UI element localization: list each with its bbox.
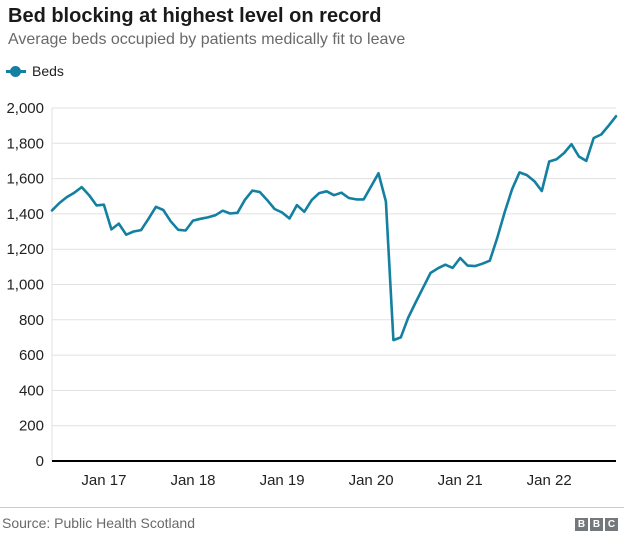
y-tick-label: 0: [36, 453, 44, 470]
line-series-marker-icon: [6, 63, 26, 79]
page-subtitle: Average beds occupied by patients medica…: [8, 31, 406, 48]
x-tick-label: Jan 19: [260, 472, 305, 489]
y-tick-label: 1,000: [6, 277, 44, 294]
y-tick-label: 600: [19, 347, 44, 364]
y-tick-label: 1,200: [6, 241, 44, 258]
footer-divider: [0, 507, 624, 508]
source-text: Source: Public Health Scotland: [2, 515, 195, 531]
y-tick-label: 200: [19, 418, 44, 435]
legend: Beds: [6, 63, 64, 79]
bbc-logo-letter: B: [575, 518, 588, 531]
y-tick-label: 1,800: [6, 135, 44, 152]
legend-label: Beds: [32, 63, 64, 79]
line-chart: 0 200 400 600 800 1,000 1,200 1,400 1,600 1,800 2,…: [6, 100, 618, 489]
y-tick-label: 400: [19, 382, 44, 399]
x-tick-label: Jan 22: [527, 472, 572, 489]
y-tick-label: 1,600: [6, 171, 44, 188]
x-tick-label: Jan 21: [438, 472, 483, 489]
bbc-logo-letter: C: [605, 518, 618, 531]
page-title: Bed blocking at highest level on record: [8, 5, 382, 27]
x-tick-label: Jan 18: [170, 472, 215, 489]
x-tick-label: Jan 17: [81, 472, 126, 489]
y-tick-label: 800: [19, 312, 44, 329]
data-line-beds: [50, 115, 618, 342]
bbc-logo-letter: B: [590, 518, 603, 531]
bbc-logo: B B C: [575, 518, 618, 531]
y-tick-label: 1,400: [6, 206, 44, 223]
x-tick-label: Jan 20: [349, 472, 394, 489]
y-tick-label: 2,000: [6, 100, 44, 117]
